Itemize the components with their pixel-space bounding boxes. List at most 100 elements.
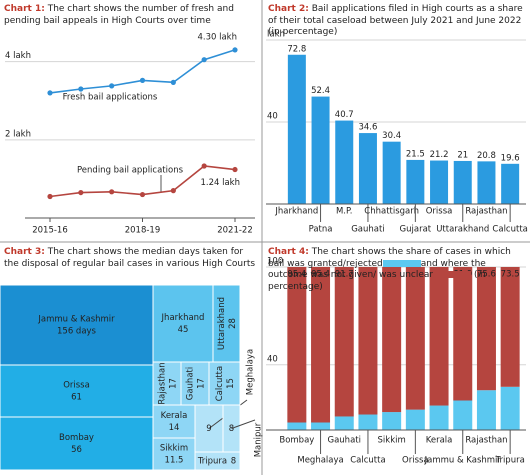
tile xyxy=(0,284,154,366)
bar xyxy=(335,120,354,204)
tile xyxy=(0,364,154,418)
bar-segment xyxy=(382,412,402,430)
tile-label: Sikkim xyxy=(160,444,188,454)
x-tick-label: Meghalaya xyxy=(297,456,343,466)
bar xyxy=(358,133,377,204)
x-tick-label: 2021-22 xyxy=(217,226,253,236)
bar xyxy=(453,160,472,204)
value-label: 21 xyxy=(457,150,468,160)
tile xyxy=(152,437,196,471)
bar-segment xyxy=(311,422,331,430)
series-name: Pending bail applications xyxy=(77,166,184,176)
tile-value: 56 xyxy=(71,445,82,455)
value-label: 21.5 xyxy=(406,149,425,159)
tile-label: Jammu & Kashmir xyxy=(37,315,115,325)
value-label: 20.8 xyxy=(477,151,496,161)
bar-segment xyxy=(476,390,496,430)
tile xyxy=(212,284,241,363)
title-text: The chart shows the share of cases in wh… xyxy=(268,247,511,269)
bar xyxy=(311,96,330,204)
tile-value: 8 xyxy=(231,457,236,467)
tile-value: 17 xyxy=(197,378,207,389)
x-tick-label: Jammu & Kashmir xyxy=(424,456,502,466)
tile xyxy=(152,404,196,439)
bar-segment xyxy=(405,267,425,410)
x-tick-label: Orissa xyxy=(426,207,453,217)
legend-swatch xyxy=(382,259,421,267)
tile-label: Manipur xyxy=(254,422,264,457)
legend-swatch xyxy=(433,271,472,278)
tile-label: Calcutta xyxy=(215,366,225,401)
title-text: The chart shows the number of fresh and … xyxy=(4,4,234,26)
point xyxy=(139,191,146,198)
tile-value: 14 xyxy=(169,423,180,433)
chart-title: Chart 4: The chart shows the share of ca… xyxy=(268,247,526,293)
bar xyxy=(287,54,306,205)
bar-segment xyxy=(500,386,520,430)
bar xyxy=(501,163,520,204)
value-label: 75.6 xyxy=(477,270,496,280)
value-label: 72.8 xyxy=(287,44,306,54)
x-tick-label: Sikkim xyxy=(378,436,406,446)
value-label: 95.4 xyxy=(287,270,306,280)
title-label: Chart 4: xyxy=(268,247,309,257)
point xyxy=(201,57,207,63)
bar xyxy=(477,161,496,204)
title-label: Chart 2: xyxy=(268,4,309,14)
point xyxy=(201,163,207,169)
tile-value: 15 xyxy=(226,378,236,389)
tile-value: 156 days xyxy=(57,327,97,337)
x-tick-label: 2018-19 xyxy=(125,226,161,236)
chart-title: Chart 1: The chart shows the number of f… xyxy=(4,4,258,27)
tile-label: Kerala xyxy=(161,411,188,421)
tile xyxy=(152,284,214,363)
bar-segment xyxy=(453,400,473,430)
tile-value: 61 xyxy=(71,393,82,403)
tile-value: 28 xyxy=(228,318,238,329)
bar-segment xyxy=(287,422,307,430)
tile-value: 11.5 xyxy=(165,456,184,466)
tile-label: Meghalaya xyxy=(246,349,256,395)
chart-title: Chart 3: The chart shows the median days… xyxy=(4,247,258,270)
x-tick-label: Rajasthan xyxy=(465,436,507,446)
title-label: Chart 3: xyxy=(4,247,45,257)
y-tick-label: 2 lakh xyxy=(5,129,31,139)
tile xyxy=(194,451,241,471)
tile-label: Gauhati xyxy=(186,367,196,400)
value-label: 40.7 xyxy=(335,110,354,120)
bar-segment xyxy=(405,409,425,430)
bar-segment xyxy=(334,267,354,417)
point xyxy=(109,189,115,195)
tile-value: 8 xyxy=(229,424,234,434)
point xyxy=(78,189,84,196)
x-tick-label: Tripura xyxy=(495,456,525,466)
bar-segment xyxy=(334,416,354,430)
bar-segment xyxy=(287,267,307,423)
series-line xyxy=(49,49,236,94)
point xyxy=(139,77,146,83)
title-label: Chart 1: xyxy=(4,4,45,14)
tile-value: 17 xyxy=(169,378,179,389)
x-tick-label: Orissa xyxy=(402,456,429,466)
tile xyxy=(0,416,154,471)
x-tick-label: Uttarakhand xyxy=(436,225,489,235)
bar xyxy=(382,141,401,204)
y-tick-label: 4 lakh xyxy=(5,51,31,61)
point xyxy=(78,86,84,92)
leader xyxy=(231,419,256,429)
x-tick-label: Gauhati xyxy=(351,225,384,235)
bar-segment xyxy=(453,267,473,401)
value-label: 91.7 xyxy=(335,270,354,280)
bar xyxy=(430,160,449,204)
tile-value: 9 xyxy=(206,424,211,434)
chart-title: Chart 2: Bail applications filed in High… xyxy=(268,4,526,39)
value-label: 30.4 xyxy=(382,131,401,141)
value-label: 52.4 xyxy=(311,86,330,96)
tile-label: Bombay xyxy=(59,433,94,443)
bar-segment xyxy=(429,267,449,406)
x-tick-label: Calcutta xyxy=(350,456,385,466)
bar-segment xyxy=(429,405,449,430)
title-text: (in percentage) xyxy=(268,270,486,292)
tile-value: 45 xyxy=(178,325,189,335)
